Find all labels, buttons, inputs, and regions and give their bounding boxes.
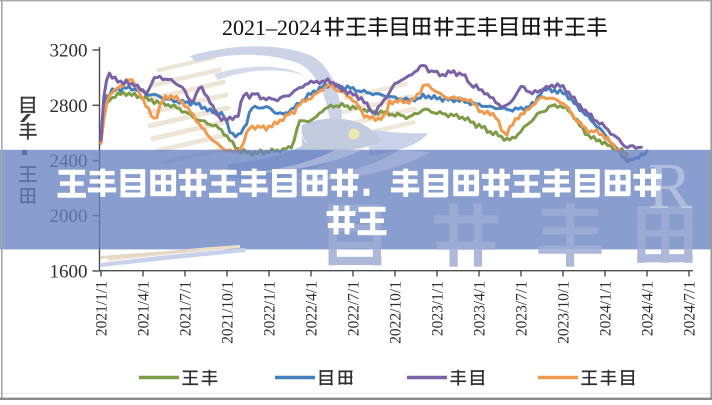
svg-text:2021/1/1: 2021/1/1 <box>94 281 111 336</box>
svg-text:2800: 2800 <box>50 96 88 117</box>
svg-text:2023/10/1: 2023/10/1 <box>556 281 573 344</box>
svg-text:2023/1/1: 2023/1/1 <box>430 281 447 336</box>
svg-text:2023/7/1: 2023/7/1 <box>514 281 531 336</box>
svg-text:3200: 3200 <box>50 41 88 62</box>
svg-text:2024/7/1: 2024/7/1 <box>682 281 699 336</box>
svg-text:2021/4/1: 2021/4/1 <box>136 281 153 336</box>
svg-text:2021/7/1: 2021/7/1 <box>178 281 195 336</box>
svg-text:2024/1/1: 2024/1/1 <box>598 281 615 336</box>
svg-text:2022/10/1: 2022/10/1 <box>388 281 405 344</box>
svg-text:2021/10/1: 2021/10/1 <box>220 281 237 344</box>
svg-text:1600: 1600 <box>50 262 88 283</box>
svg-text:2023/4/1: 2023/4/1 <box>472 281 489 336</box>
svg-text:2022/7/1: 2022/7/1 <box>346 281 363 336</box>
svg-text:2024/4/1: 2024/4/1 <box>640 281 657 336</box>
svg-text:2022/4/1: 2022/4/1 <box>304 281 321 336</box>
svg-text:2021–2024: 2021–2024 <box>222 15 321 40</box>
svg-text:2022/1/1: 2022/1/1 <box>262 281 279 336</box>
